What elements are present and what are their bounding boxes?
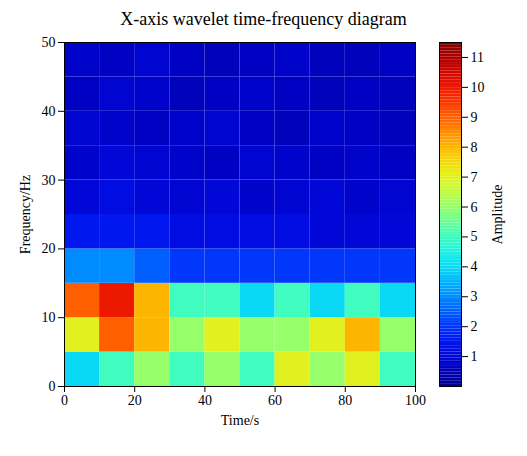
svg-text:20: 20 (128, 393, 142, 408)
svg-text:40: 40 (198, 393, 212, 408)
svg-text:8: 8 (471, 140, 478, 155)
svg-text:Time/s: Time/s (221, 413, 259, 428)
svg-text:9: 9 (471, 110, 478, 125)
svg-text:20: 20 (42, 241, 56, 256)
svg-text:10: 10 (471, 80, 485, 95)
svg-text:0: 0 (61, 393, 68, 408)
svg-text:60: 60 (268, 393, 282, 408)
svg-text:100: 100 (405, 393, 426, 408)
svg-text:80: 80 (338, 393, 352, 408)
svg-text:40: 40 (42, 104, 56, 119)
svg-text:7: 7 (471, 170, 478, 185)
svg-text:6: 6 (471, 200, 478, 215)
svg-text:50: 50 (42, 35, 56, 50)
svg-text:10: 10 (42, 310, 56, 325)
svg-text:0: 0 (49, 379, 56, 394)
svg-text:4: 4 (471, 259, 478, 274)
svg-text:11: 11 (471, 50, 484, 65)
svg-text:5: 5 (471, 229, 478, 244)
svg-text:3: 3 (471, 289, 478, 304)
svg-text:1: 1 (471, 349, 478, 364)
svg-text:Amplitude: Amplitude (490, 185, 505, 245)
svg-text:2: 2 (471, 319, 478, 334)
html-text:X-axis wavelet time-frequency: X-axis wavelet time-frequency diagram (120, 9, 407, 29)
svg-text:Frequency/Hz: Frequency/Hz (18, 175, 33, 254)
svg-text:30: 30 (42, 173, 56, 188)
